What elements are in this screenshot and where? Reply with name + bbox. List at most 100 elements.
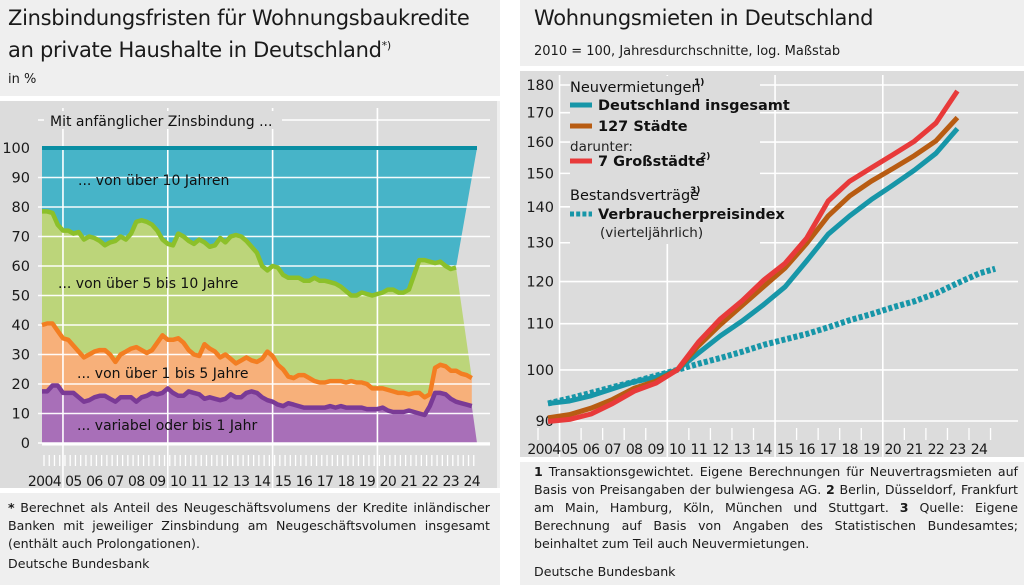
line-upper-1-to-5-years (41, 321, 473, 400)
x-tick-label-14: 14 (254, 474, 271, 490)
x-tick-label-11: 11 (691, 442, 708, 458)
x-tick-label-14: 14 (755, 442, 772, 458)
x-tick-label-13: 13 (734, 442, 751, 458)
line-upper-variable (42, 383, 473, 418)
right-chart-panel: Wohnungsmieten in Deutschland 2010 = 100… (520, 0, 1024, 585)
x-tick-label-15: 15 (777, 442, 794, 458)
left-unit-label: in % (8, 72, 37, 87)
y-tick-label-180: 180 (526, 78, 554, 94)
left-footnote-mark: * (8, 500, 15, 515)
left-title-footnote-mark: *) (381, 39, 392, 52)
x-tick-label-20: 20 (884, 442, 901, 458)
legend-label-deutschland-insgesamt: Deutschland insgesamt (598, 98, 790, 114)
legend-group-neuvermietungen: Neuvermietungen (570, 80, 701, 96)
y-tick-label-140: 140 (526, 200, 554, 216)
right-footnote-3-num: 3 (899, 500, 909, 515)
right-footnote-2-text: Berlin, Düsseldorf, Frankfurt am Main, H… (534, 482, 1018, 515)
left-chart-title: Zinsbindungsfristen für Wohnungsbaukredi… (8, 4, 470, 64)
legend-subheader-darunter: darunter: (570, 139, 633, 155)
y-tick-label-20: 20 (12, 377, 30, 393)
band-label-5-to-10-years: ... von über 5 bis 10 Jahre (58, 276, 238, 292)
y-tick-label-90: 90 (12, 171, 30, 187)
legend-background (570, 76, 760, 244)
x-tick-label-13: 13 (233, 474, 250, 490)
right-footnote-2-num: 2 (826, 482, 835, 497)
right-footnote-3-text: Quelle: Eigene Berechnung auf Basis von … (534, 500, 1018, 551)
y-tick-label-80: 80 (12, 200, 30, 216)
x-tick-label-07: 07 (107, 474, 124, 490)
legend-7-grossstaedte-sup: 2) (700, 152, 710, 162)
x-tick-label-09: 09 (149, 474, 166, 490)
x-tick-label-22: 22 (422, 474, 439, 490)
right-top-separator (520, 66, 1024, 71)
y-tick-label-40: 40 (12, 318, 30, 334)
x-tick-label-23: 23 (949, 442, 966, 458)
y-tick-label-50: 50 (12, 289, 30, 305)
right-source: Deutsche Bundesbank (534, 564, 676, 579)
left-title-line1: Zinsbindungsfristen für Wohnungsbaukredi… (8, 6, 470, 30)
right-chart-title: Wohnungsmieten in Deutschland (534, 6, 874, 30)
left-bottom-separator (0, 488, 500, 493)
legend-label-verbraucherpreisindex: Verbraucherpreisindex (598, 207, 785, 223)
x-tick-label-24: 24 (463, 474, 480, 490)
x-tick-label-09: 09 (647, 442, 664, 458)
x-tick-label-10: 10 (170, 474, 187, 490)
x-tick-label-23: 23 (442, 474, 459, 490)
y-tick-label-160: 160 (526, 135, 554, 151)
header-annotation: Mit anfänglicher Zinsbindung ... (50, 114, 272, 130)
x-tick-label-19: 19 (359, 474, 376, 490)
area-over-10-years (42, 148, 477, 296)
legend-group-neuvermietungen-sup: 1) (694, 78, 704, 88)
x-tick-label-07: 07 (604, 442, 621, 458)
x-tick-label-21: 21 (906, 442, 923, 458)
y-tick-label-120: 120 (526, 275, 554, 291)
y-tick-label-130: 130 (526, 236, 554, 252)
x-tick-label-18: 18 (841, 442, 858, 458)
legend-label-7-grossstaedte: 7 Großstädte (598, 154, 705, 170)
left-top-separator (0, 96, 500, 101)
right-footnote-1-num: 1 (534, 464, 543, 479)
x-tick-label-08: 08 (128, 474, 145, 490)
band-label-1-to-5-years: ... von über 1 bis 5 Jahre (77, 366, 248, 382)
x-tick-label-24: 24 (971, 442, 988, 458)
line-upper-5-to-10-years (42, 209, 457, 298)
y-tick-label-170: 170 (526, 106, 554, 122)
x-tick-label-17: 17 (317, 474, 334, 490)
x-tick-label-16: 16 (798, 442, 815, 458)
legend-group-bestandsvertraege-sup: 3) (690, 186, 700, 196)
left-footnote: * Berechnet als Anteil des Neugeschäftsv… (8, 499, 490, 553)
legend-group-bestandsvertraege: Bestandsverträge (570, 188, 699, 204)
x-tick-label-12: 12 (712, 442, 729, 458)
right-footnotes: 1 Transaktionsgewichtet. Eigene Berechnu… (534, 463, 1018, 553)
right-bottom-separator (520, 457, 1024, 462)
y-tick-label-110: 110 (526, 317, 554, 333)
y-tick-label-60: 60 (12, 259, 30, 275)
series-line-verbraucherpreisindex (547, 265, 997, 407)
x-tick-label-11: 11 (191, 474, 208, 490)
x-tick-label-19: 19 (863, 442, 880, 458)
x-tick-label-22: 22 (928, 442, 945, 458)
x-tick-label-05: 05 (65, 474, 82, 490)
right-subtitle: 2010 = 100, Jahresdurchschnitte, log. Ma… (534, 44, 841, 59)
y-tick-label-10: 10 (12, 407, 30, 423)
y-tick-label-100: 100 (2, 141, 30, 157)
x-tick-label-18: 18 (338, 474, 355, 490)
x-tick-label-10: 10 (669, 442, 686, 458)
x-tick-label-06: 06 (583, 442, 600, 458)
left-source: Deutsche Bundesbank (8, 556, 150, 571)
band-label-over-10-years: ... von über 10 Jahren (78, 173, 229, 189)
series-line-deutschland-insgesamt (547, 126, 960, 406)
x-tick-label-06: 06 (86, 474, 103, 490)
left-footnote-text: Berechnet als Anteil des Neugeschäftsvol… (8, 500, 490, 551)
left-chart-panel: Zinsbindungsfristen für Wohnungsbaukredi… (0, 0, 500, 585)
right-footnote-1-text: Transaktionsgewichtet. Eigene Berechnung… (534, 464, 1018, 497)
y-tick-label-30: 30 (12, 348, 30, 364)
x-tick-label-16: 16 (296, 474, 313, 490)
series-line-7-gro-st-dte (547, 89, 960, 424)
y-tick-label-0: 0 (21, 436, 30, 452)
x-tick-label-20: 20 (380, 474, 397, 490)
x-tick-label-15: 15 (275, 474, 292, 490)
legend-cpi-note: (vierteljährlich) (600, 225, 703, 241)
